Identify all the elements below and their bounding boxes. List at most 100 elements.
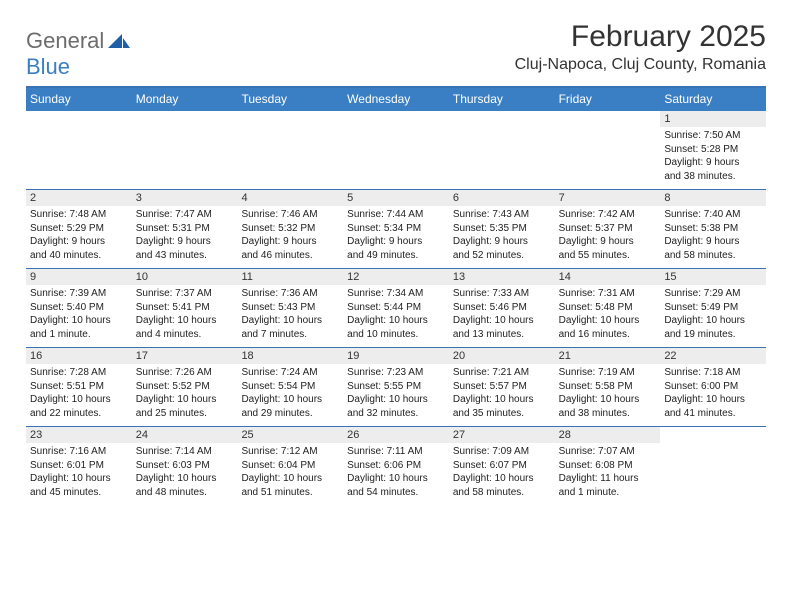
day-line-sr: Sunrise: 7:43 AM	[453, 208, 551, 222]
day-line-sr: Sunrise: 7:21 AM	[453, 366, 551, 380]
weekday-header: Sunday	[26, 88, 132, 111]
day-number: 21	[555, 348, 661, 364]
day-body: Sunrise: 7:46 AMSunset: 5:32 PMDaylight:…	[237, 208, 343, 266]
day-line-ss: Sunset: 5:48 PM	[559, 301, 657, 315]
day-line-d2: and 38 minutes.	[664, 170, 762, 184]
weekday-header: Saturday	[660, 88, 766, 111]
day-number: 13	[449, 269, 555, 285]
day-line-ss: Sunset: 5:54 PM	[241, 380, 339, 394]
day-cell: 10Sunrise: 7:37 AMSunset: 5:41 PMDayligh…	[132, 269, 238, 347]
logo-word-2: Blue	[26, 54, 70, 79]
title-block: February 2025 Cluj-Napoca, Cluj County, …	[515, 20, 766, 74]
weekday-header-row: SundayMondayTuesdayWednesdayThursdayFrid…	[26, 88, 766, 111]
logo: General Blue	[26, 28, 130, 80]
day-line-sr: Sunrise: 7:24 AM	[241, 366, 339, 380]
day-line-d2: and 38 minutes.	[559, 407, 657, 421]
day-line-d2: and 7 minutes.	[241, 328, 339, 342]
day-cell: 28 Sunrise: 7:07 AMSunset: 6:08 PMDayligh…	[555, 427, 661, 505]
day-cell: 4Sunrise: 7:46 AMSunset: 5:32 PMDaylight…	[237, 190, 343, 268]
day-cell	[343, 111, 449, 189]
day-line-d2: and 32 minutes.	[347, 407, 445, 421]
day-number: 7	[555, 190, 661, 206]
day-body: Sunrise: 7:33 AMSunset: 5:46 PMDaylight:…	[449, 287, 555, 345]
day-line-sr: Sunrise: 7:48 AM	[30, 208, 128, 222]
day-line-d2: and 1 minute.	[30, 328, 128, 342]
day-body: Sunrise: 7:12 AMSunset: 6:04 PMDaylight:…	[237, 445, 343, 503]
weekday-header: Monday	[132, 88, 238, 111]
day-number: 28	[555, 427, 661, 443]
day-body: Sunrise: 7:21 AMSunset: 5:57 PMDaylight:…	[449, 366, 555, 424]
day-line-sr: Sunrise: 7:44 AM	[347, 208, 445, 222]
day-line-sr: Sunrise: 7:28 AM	[30, 366, 128, 380]
day-line-d2: and 25 minutes.	[136, 407, 234, 421]
day-cell: 6Sunrise: 7:43 AMSunset: 5:35 PMDaylight…	[449, 190, 555, 268]
day-number: 26	[343, 427, 449, 443]
day-line-sr: Sunrise: 7:42 AM	[559, 208, 657, 222]
day-body: Sunrise: 7:42 AMSunset: 5:37 PMDaylight:…	[555, 208, 661, 266]
day-line-ss: Sunset: 6:00 PM	[664, 380, 762, 394]
day-line-ss: Sunset: 5:35 PM	[453, 222, 551, 236]
day-cell: 22 Sunrise: 7:18 AMSunset: 6:00 PMDayligh…	[660, 348, 766, 426]
day-cell: 23Sunrise: 7:16 AMSunset: 6:01 PMDayligh…	[26, 427, 132, 505]
day-line-ss: Sunset: 6:07 PM	[453, 459, 551, 473]
day-line-sr: Sunrise: 7:47 AM	[136, 208, 234, 222]
day-line-d2: and 35 minutes.	[453, 407, 551, 421]
day-body: Sunrise: 7:11 AMSunset: 6:06 PMDaylight:…	[343, 445, 449, 503]
weekday-header: Tuesday	[237, 88, 343, 111]
day-number: 27	[449, 427, 555, 443]
day-cell	[237, 111, 343, 189]
weekday-header: Thursday	[449, 88, 555, 111]
day-number: 15	[660, 269, 766, 285]
day-body: Sunrise: 7:28 AMSunset: 5:51 PMDaylight:…	[26, 366, 132, 424]
day-cell: 7 Sunrise: 7:42 AMSunset: 5:37 PMDaylight…	[555, 190, 661, 268]
day-line-ss: Sunset: 5:29 PM	[30, 222, 128, 236]
day-line-sr: Sunrise: 7:23 AM	[347, 366, 445, 380]
day-line-d1: Daylight: 10 hours	[453, 472, 551, 486]
day-line-sr: Sunrise: 7:19 AM	[559, 366, 657, 380]
day-cell: 18Sunrise: 7:24 AMSunset: 5:54 PMDayligh…	[237, 348, 343, 426]
day-line-d1: Daylight: 10 hours	[347, 472, 445, 486]
weekday-header: Wednesday	[343, 88, 449, 111]
day-line-d1: Daylight: 10 hours	[241, 472, 339, 486]
day-line-ss: Sunset: 5:44 PM	[347, 301, 445, 315]
day-line-sr: Sunrise: 7:36 AM	[241, 287, 339, 301]
day-body: Sunrise: 7:14 AMSunset: 6:03 PMDaylight:…	[132, 445, 238, 503]
day-number: 22	[660, 348, 766, 364]
day-line-sr: Sunrise: 7:18 AM	[664, 366, 762, 380]
day-body: Sunrise: 7:07 AMSunset: 6:08 PMDaylight:…	[555, 445, 661, 503]
day-line-d1: Daylight: 10 hours	[559, 314, 657, 328]
day-line-d1: Daylight: 9 hours	[30, 235, 128, 249]
day-cell: 20Sunrise: 7:21 AMSunset: 5:57 PMDayligh…	[449, 348, 555, 426]
day-cell	[449, 111, 555, 189]
day-line-ss: Sunset: 6:06 PM	[347, 459, 445, 473]
day-body: Sunrise: 7:29 AMSunset: 5:49 PMDaylight:…	[660, 287, 766, 345]
day-line-d2: and 41 minutes.	[664, 407, 762, 421]
day-line-ss: Sunset: 5:40 PM	[30, 301, 128, 315]
day-line-ss: Sunset: 6:01 PM	[30, 459, 128, 473]
day-cell: 21Sunrise: 7:19 AMSunset: 5:58 PMDayligh…	[555, 348, 661, 426]
day-line-d1: Daylight: 10 hours	[241, 314, 339, 328]
day-number: 3	[132, 190, 238, 206]
day-line-d1: Daylight: 9 hours	[664, 156, 762, 170]
day-line-d1: Daylight: 10 hours	[136, 314, 234, 328]
day-cell: 13 Sunrise: 7:33 AMSunset: 5:46 PMDayligh…	[449, 269, 555, 347]
day-cell: 1Sunrise: 7:50 AMSunset: 5:28 PMDaylight…	[660, 111, 766, 189]
day-line-ss: Sunset: 5:55 PM	[347, 380, 445, 394]
day-line-ss: Sunset: 6:03 PM	[136, 459, 234, 473]
day-line-d2: and 22 minutes.	[30, 407, 128, 421]
day-body: Sunrise: 7:18 AMSunset: 6:00 PMDaylight:…	[660, 366, 766, 424]
day-line-sr: Sunrise: 7:33 AM	[453, 287, 551, 301]
day-cell	[26, 111, 132, 189]
week-row: 9Sunrise: 7:39 AMSunset: 5:40 PMDaylight…	[26, 269, 766, 348]
day-body: Sunrise: 7:16 AMSunset: 6:01 PMDaylight:…	[26, 445, 132, 503]
day-line-d1: Daylight: 10 hours	[136, 472, 234, 486]
week-row: 23Sunrise: 7:16 AMSunset: 6:01 PMDayligh…	[26, 427, 766, 505]
day-cell	[555, 111, 661, 189]
day-body: Sunrise: 7:31 AMSunset: 5:48 PMDaylight:…	[555, 287, 661, 345]
day-body: Sunrise: 7:37 AMSunset: 5:41 PMDaylight:…	[132, 287, 238, 345]
day-line-d1: Daylight: 10 hours	[30, 314, 128, 328]
day-line-d1: Daylight: 9 hours	[453, 235, 551, 249]
day-body: Sunrise: 7:24 AMSunset: 5:54 PMDaylight:…	[237, 366, 343, 424]
day-line-d1: Daylight: 9 hours	[347, 235, 445, 249]
day-line-d1: Daylight: 10 hours	[664, 393, 762, 407]
